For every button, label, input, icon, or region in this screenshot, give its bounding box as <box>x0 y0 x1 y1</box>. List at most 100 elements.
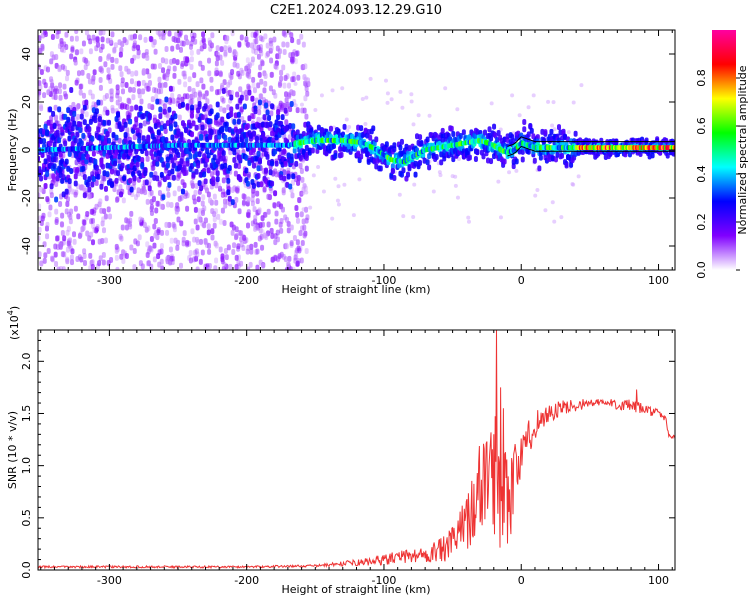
spectrogram-noise-cell <box>249 248 254 255</box>
spectrogram-noise-cell <box>257 71 262 78</box>
spectrogram-noise-cell <box>88 89 93 96</box>
spectrogram-noise-cell <box>259 93 264 100</box>
spectrogram-noise-cell <box>152 242 157 249</box>
spectrogram-noise-cell <box>98 55 103 62</box>
spectrogram-noise-cell <box>292 235 297 242</box>
spectrogram-noise-cell <box>212 193 217 200</box>
spectrogram-noise-cell <box>282 82 287 89</box>
spectrogram-noise-cell <box>210 228 215 235</box>
spectrogram-noise-cell <box>242 234 247 241</box>
spectrogram-band-cell <box>215 112 220 119</box>
spectrogram-noise-cell <box>171 98 176 105</box>
spectrogram-band-cell <box>128 177 133 184</box>
spectrogram-band-cell <box>229 106 234 113</box>
spectrogram-band-cell <box>52 122 57 129</box>
spectrogram-noise-cell <box>101 227 106 234</box>
spectrogram-noise-cell <box>332 125 337 130</box>
spectrogram-band-cell <box>63 113 68 120</box>
spectrogram-band-cell <box>203 178 208 185</box>
spectrogram-band-cell <box>257 99 262 106</box>
spectrogram-noise-cell <box>313 108 318 113</box>
spectrogram-band-cell <box>60 158 65 165</box>
spectrogram-noise-cell <box>121 197 126 204</box>
spectrogram-noise-cell <box>137 88 142 95</box>
spectrogram-noise-cell <box>489 101 494 106</box>
spectrogram-noise-cell <box>106 259 111 266</box>
spectrogram-band-cell <box>227 195 232 202</box>
spectrogram-band-cell <box>162 108 167 115</box>
spectrogram-band-cell <box>333 152 338 159</box>
snr-y-scale-exponent: 4 <box>6 310 15 315</box>
spectrogram-noise-cell <box>220 258 225 265</box>
spectrogram-noise-cell <box>130 57 135 64</box>
spectrogram-noise-cell <box>145 54 150 61</box>
spectrogram-band-cell <box>439 151 444 158</box>
spectrogram-noise-cell <box>209 85 214 92</box>
spectrogram-noise-cell <box>203 217 208 224</box>
spectrogram-noise-cell <box>59 221 64 228</box>
spectrogram-noise-cell <box>58 82 63 89</box>
spectrogram-noise-cell <box>389 97 394 102</box>
spectrogram-band-cell <box>280 161 285 168</box>
spectrogram-noise-cell <box>266 208 271 215</box>
spectrogram-noise-cell <box>90 208 95 215</box>
spectrogram-noise-cell <box>303 76 308 81</box>
spectrogram-noise-cell <box>49 78 54 85</box>
spectrogram-noise-cell <box>65 200 70 207</box>
spectrogram-noise-cell <box>63 90 68 97</box>
spectrogram-band-cell <box>206 167 211 174</box>
spectrogram-noise-cell <box>293 58 298 65</box>
spectrogram-noise-cell <box>127 98 132 105</box>
spectrogram-noise-cell <box>203 239 208 246</box>
spectrogram-noise-cell <box>351 213 356 218</box>
spectrogram-noise-cell <box>180 179 185 186</box>
spectrogram-band-cell <box>45 171 50 178</box>
spectrogram-noise-cell <box>385 91 390 96</box>
spectrogram-noise-cell <box>210 234 215 241</box>
spectrogram-noise-cell <box>234 232 239 239</box>
spectrogram-noise-cell <box>120 81 125 88</box>
spectrogram-noise-cell <box>192 72 197 79</box>
spectrogram-band-cell <box>114 177 119 184</box>
spectrogram-band-cell <box>135 161 140 168</box>
spectrogram-noise-cell <box>65 246 70 253</box>
spectrogram-noise-cell <box>76 213 81 220</box>
spectrogram-noise-cell <box>76 70 81 77</box>
spectrogram-noise-cell <box>155 200 160 207</box>
snr-marks <box>38 330 675 570</box>
snr-panel: -300 -200 -100 0 100 0.0 0.5 1.0 1.5 2.0 SNR (10 … <box>6 306 676 596</box>
spectrogram-noise-cell <box>175 239 180 246</box>
spectrogram-noise-cell <box>254 97 259 104</box>
spectrogram-noise-cell <box>149 36 154 43</box>
spectrogram-noise-cell <box>290 179 295 186</box>
spectrogram-noise-cell <box>141 79 146 86</box>
spectrogram-band-cell <box>443 136 448 143</box>
spectrogram-noise-cell <box>234 51 239 58</box>
spectrogram-noise-cell <box>225 35 230 42</box>
spectrogram-band-cell <box>573 150 578 157</box>
spectrogram-band-cell <box>100 135 105 142</box>
spectrogram-noise-cell <box>201 93 206 100</box>
spectrogram-noise-cell <box>214 182 219 189</box>
spectrogram-band-cell <box>82 104 87 111</box>
spectrogram-noise-cell <box>129 78 134 85</box>
spectrogram-noise-cell <box>257 109 262 116</box>
spectrogram-noise-cell <box>106 67 111 74</box>
spectrogram-noise-cell <box>38 226 42 233</box>
spectrogram-noise-cell <box>148 245 153 252</box>
spectrogram-noise-cell <box>56 266 61 270</box>
spectrogram-band-cell <box>467 134 472 141</box>
spectrogram-noise-cell <box>112 46 117 53</box>
spectrogram-noise-cell <box>263 73 268 80</box>
spectrogram-noise-cell <box>241 199 246 206</box>
spectrogram-noise-cell <box>181 240 186 247</box>
spectrogram-noise-cell <box>72 238 77 245</box>
colorbar-tick-label: 0.2 <box>695 213 708 231</box>
spectrogram-noise-cell <box>197 96 202 103</box>
spectrogram-band-cell <box>64 188 69 195</box>
spectrogram-band-cell <box>256 172 261 179</box>
spectrogram-noise-cell <box>145 155 150 162</box>
spectrogram-band-cell <box>434 153 439 160</box>
spectrogram-noise-cell <box>160 82 165 89</box>
spectrogram-noise-cell <box>39 68 44 75</box>
